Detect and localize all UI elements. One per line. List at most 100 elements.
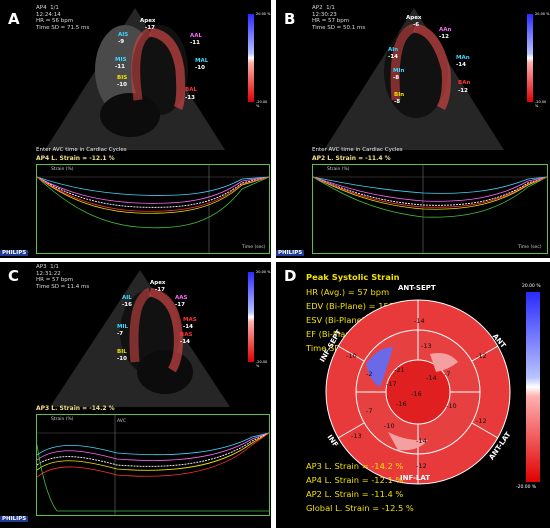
colorbar-top: 20.00 % [535,12,550,16]
apex-value: -6 [413,22,420,28]
segment-label: MIS [115,57,127,63]
segment-label: BAS [180,332,193,338]
strain-graph: Strain (%) Time (sec) [312,164,548,254]
strain-graph: Strain (%) AVC [36,414,270,516]
colorbar-bottom: -20.00 % [535,100,547,108]
apex-label: Apex [406,15,422,21]
summary-line: Global L. Strain = -12.5 % [306,503,414,513]
segment-value: -14 [180,339,190,345]
apex-label: Apex [150,280,166,286]
segment-label: AIS [118,32,129,38]
segment-value: -13 [421,342,432,350]
segment-label: MAS [183,317,197,323]
colorbar-top: 20.00 % [256,12,271,16]
segment-value: -17 [386,380,397,388]
philips-logo: PHILIPS [0,250,29,256]
panel-c: C AP3 1/1 12:31:22 HR = 57 bpm Time SD =… [0,262,271,528]
bullseye-colorbar [526,292,540,482]
panel-strain: AP4 L. Strain = -12.1 % [36,155,115,162]
summary-line: AP4 L. Strain = -12.1 % [306,475,404,485]
summary-line: AP2 L. Strain = -11.4 % [306,489,404,499]
segment-value: -12 [439,34,449,40]
strain-graph: Strain (%) Time (sec) [36,164,270,254]
segment-label: AIn [388,47,399,53]
segment-value: -16 [396,400,407,408]
segment-value: -12 [476,352,487,360]
graph-title: Strain (%) [51,417,74,422]
segment-value: -8 [394,99,401,105]
segment-label: MAL [195,58,209,64]
segment-value: -14 [183,324,193,330]
segment-value: -21 [394,366,405,374]
segment-value: -14 [456,62,466,68]
strain-colorbar [248,272,254,362]
segment-label: BAn [458,80,471,86]
segment-label: MIn [393,68,405,74]
apex-value: -17 [155,287,165,293]
segment-label: BIS [117,75,128,81]
colorbar-bottom: -20.00 % [256,360,268,368]
segment-label: BIL [117,349,127,355]
segment-value: -7 [366,407,373,415]
strain-colorbar [527,14,533,102]
info-line: ESV (Bi-Plane) = 82.8 ml [306,315,409,325]
segment-label: AAS [175,295,188,301]
segment-value: -13 [185,95,195,101]
time-label: Time (sec) [518,245,542,250]
panel-letter: B [284,10,296,28]
segment-label: AIL [122,295,132,301]
segment-value: -2 [366,370,373,378]
segment-value: -17 [175,302,185,308]
segment-value: -12 [476,417,487,425]
panel-letter: D [284,267,297,285]
segment-value: -8 [393,75,400,81]
avc-message: Enter AVC time in Cardiac Cycles [312,147,403,153]
segment-value: -10 [346,352,357,360]
segment-value: -11 [190,40,200,46]
strain-curves [313,165,547,253]
segment-value: -10 [117,82,127,88]
panel-header: AP4 1/1 12:24:14 HR = 56 bpm Time SD = 7… [36,5,90,31]
panel-header: AP2 1/1 12:30:23 HR = 57 bpm Time SD = 5… [312,5,366,31]
segment-value: -12 [458,88,468,94]
strain-colorbar [248,14,254,102]
segment-value: -10 [446,402,457,410]
apex-value: -17 [145,25,155,31]
segment-value: -16 [122,302,132,308]
bullseye-plot [325,299,511,485]
segment-value: -9 [118,39,125,45]
graph-title: Strain (%) [51,167,74,172]
segment-value: -12 [416,462,427,470]
segment-label: AAL [190,33,203,39]
segment-value: -10 [117,356,127,362]
echo-image-a [45,8,225,150]
graph-title: Strain (%) [327,167,350,172]
segment-label: MIL [117,324,129,330]
segment-value: -13 [351,432,362,440]
segment-value: -10 [384,422,395,430]
panel-b: B AP2 1/1 12:30:23 HR = 57 bpm Time SD =… [276,0,550,258]
time-label: Time (sec) [242,245,266,250]
segment-value: -10 [195,65,205,71]
segment-value: -14 [414,317,425,325]
panel-a: A AP4 1/1 12:24:14 HR = 56 bpm Time SD =… [0,0,271,258]
summary-line: AP3 L. Strain = -14.2 % [306,461,404,471]
segment-value: -14 [416,437,427,445]
segment-value: -11 [115,64,125,70]
apex-label: Apex [140,18,156,24]
panel-header: AP3 1/1 12:31:22 HR = 57 bpm Time SD = 1… [36,264,90,290]
echo-image-c [50,270,230,407]
philips-logo: PHILIPS [276,250,305,256]
info-line: HR (Avg.) = 57 bpm [306,287,390,297]
colorbar-bottom: -20.00 % [256,100,268,108]
philips-logo: PHILIPS [0,516,29,522]
segment-value: -14 [426,374,437,382]
panel-letter: A [8,10,20,28]
segment-label: AAn [439,27,452,33]
avc-message: Enter AVC time in Cardiac Cycles [36,147,127,153]
echo-image-b [324,8,504,150]
panel-strain: AP3 L. Strain = -14.2 % [36,405,115,412]
info-line: EDV (Bi-Plane) = 158.2 ml [306,301,416,311]
wall-ant-sept: ANT-SEPT [398,284,436,292]
segment-label: BIn [394,92,405,98]
